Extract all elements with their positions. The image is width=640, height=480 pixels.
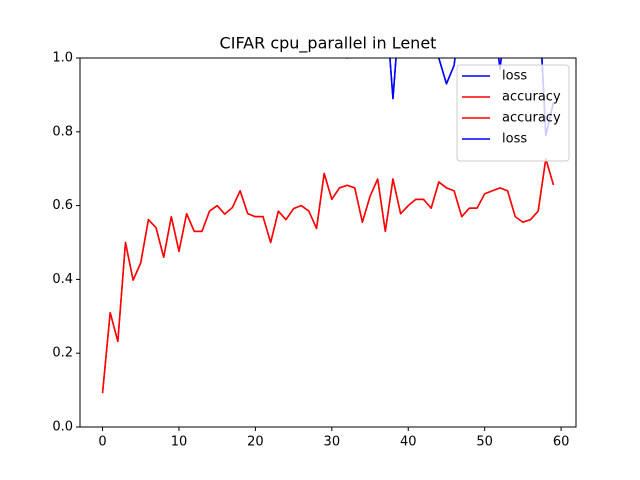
y-tick-label: 0.4	[52, 272, 73, 287]
legend-label: accuracy	[502, 90, 561, 105]
x-tick-label: 20	[247, 435, 264, 450]
x-tick-label: 10	[171, 435, 188, 450]
x-tick-label: 0	[98, 435, 106, 450]
legend-label: accuracy	[502, 111, 561, 126]
y-tick-label: 0.6	[52, 198, 73, 213]
y-tick-label: 0.0	[52, 420, 73, 435]
axes-frame	[79, 57, 577, 428]
legend-label: loss	[502, 132, 527, 147]
x-tick-label: 40	[400, 435, 417, 450]
y-tick-label: 0.2	[52, 346, 73, 361]
series-line	[101, 157, 555, 394]
y-tick-label: 0.8	[52, 124, 73, 139]
legend-label: loss	[502, 69, 527, 84]
plot-area	[101, 58, 555, 394]
chart-title: CIFAR cpu_parallel in Lenet	[220, 34, 437, 54]
legend-box	[456, 64, 570, 162]
y-tick-label: 1.0	[52, 51, 73, 66]
x-tick-label: 30	[324, 435, 341, 450]
x-tick-label: 50	[476, 435, 493, 450]
x-tick-label: 60	[553, 435, 570, 450]
